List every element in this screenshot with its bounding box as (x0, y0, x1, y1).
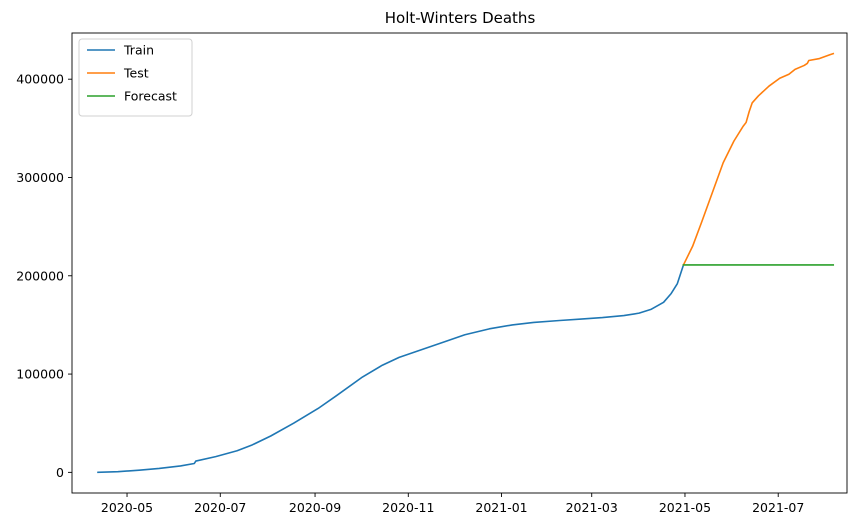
x-tick-label: 2020-09 (289, 500, 341, 515)
x-tick-label: 2021-01 (475, 500, 527, 515)
chart-title: Holt-Winters Deaths (385, 9, 536, 27)
series-line-test (682, 52, 835, 267)
x-tick-label: 2020-07 (194, 500, 246, 515)
plot-area (97, 52, 835, 474)
x-tick-label: 2021-05 (659, 500, 711, 515)
x-tick-label: 2021-07 (752, 500, 804, 515)
series-line-train (97, 263, 685, 474)
legend: Train Test Forecast (78, 38, 193, 117)
axes-frame (71, 32, 848, 494)
legend-label-test: Test (123, 66, 149, 81)
y-tick-label: 100000 (16, 367, 64, 382)
y-tick-label: 300000 (16, 170, 64, 185)
x-tick-label: 2020-11 (382, 500, 434, 515)
axes: 2020-05 2020-07 2020-09 2020-11 2021-01 2021-… (16, 32, 848, 515)
y-tick-label: 200000 (16, 268, 64, 283)
legend-label-forecast: Forecast (124, 89, 177, 104)
x-tick-label: 2020-05 (101, 500, 153, 515)
legend-label-train: Train (123, 43, 154, 58)
y-tick-label: 0 (56, 465, 64, 480)
x-tick-label: 2021-03 (566, 500, 618, 515)
y-tick-label: 400000 (16, 72, 64, 87)
